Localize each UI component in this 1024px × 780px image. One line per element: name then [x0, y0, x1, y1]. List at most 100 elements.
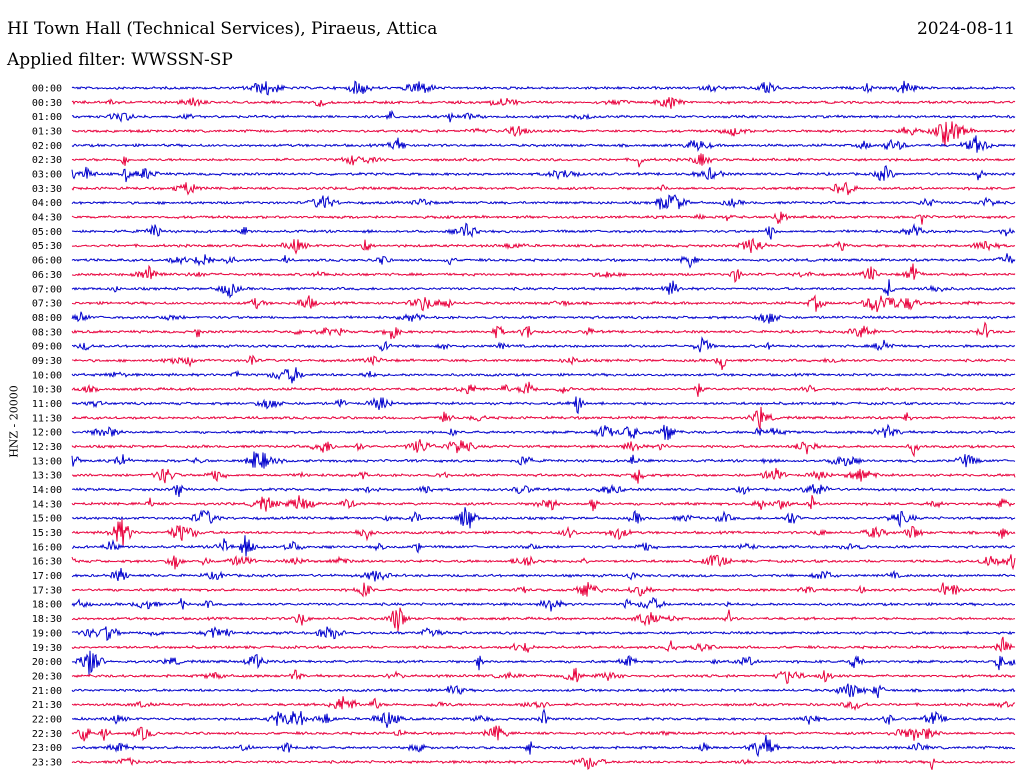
seismic-trace	[71, 696, 1016, 712]
seismic-trace	[71, 507, 1016, 529]
seismic-trace	[71, 237, 1016, 255]
seismic-trace	[71, 439, 1016, 458]
row-time-label: 11:30	[32, 413, 62, 424]
seismic-trace	[71, 279, 1016, 299]
row-time-label: 08:00	[32, 313, 62, 324]
seismic-trace	[71, 423, 1016, 441]
row-time-label: 02:00	[32, 141, 62, 152]
seismic-trace	[71, 211, 1016, 225]
seismic-trace	[71, 311, 1016, 324]
row-time-label: 16:00	[32, 542, 62, 553]
seismic-trace	[71, 153, 1016, 168]
row-time-label: 01:00	[32, 112, 62, 123]
row-time-label: 20:00	[32, 657, 62, 668]
row-time-label: 22:30	[32, 729, 62, 740]
row-time-label: 17:30	[32, 585, 62, 596]
station-title: HI Town Hall (Technical Services), Pirae…	[7, 19, 438, 39]
seismic-trace	[71, 263, 1016, 284]
row-time-label: 08:30	[32, 327, 62, 338]
row-time-label: 05:00	[32, 227, 62, 238]
seismic-trace	[71, 222, 1016, 240]
row-time-label: 01:30	[32, 127, 62, 138]
seismic-trace	[71, 165, 1016, 183]
seismic-trace	[71, 80, 1016, 96]
row-time-label: 12:00	[32, 428, 62, 439]
row-time-label: 13:00	[32, 456, 62, 467]
seismic-trace	[71, 406, 1016, 430]
seismic-trace	[71, 626, 1016, 641]
seismic-trace	[71, 683, 1016, 699]
seismic-trace	[71, 467, 1016, 484]
seismic-trace	[71, 495, 1016, 512]
row-time-label: 07:00	[32, 284, 62, 295]
seismic-trace	[71, 756, 1016, 770]
row-time-label: 13:30	[32, 471, 62, 482]
seismic-trace	[71, 650, 1016, 675]
row-time-label: 07:30	[32, 299, 62, 310]
seismic-trace	[71, 109, 1016, 123]
row-time-label: 22:00	[32, 714, 62, 725]
row-time-label: 20:30	[32, 671, 62, 682]
seismic-trace	[71, 451, 1016, 469]
seismic-trace	[71, 519, 1016, 548]
row-time-label: 06:00	[32, 256, 62, 267]
row-time-label: 16:30	[32, 557, 62, 568]
row-time-label: 15:30	[32, 528, 62, 539]
seismic-trace	[71, 253, 1016, 269]
row-time-label: 23:30	[32, 757, 62, 768]
row-time-label: 10:30	[32, 385, 62, 396]
seismic-trace	[71, 708, 1016, 728]
seismic-trace	[71, 181, 1016, 196]
seismic-trace	[71, 396, 1016, 415]
row-time-label: 18:30	[32, 614, 62, 625]
seismic-trace	[71, 336, 1016, 353]
seismic-trace	[71, 735, 1016, 758]
seismic-trace	[71, 97, 1016, 109]
row-time-label: 09:30	[32, 356, 62, 367]
row-time-label: 15:00	[32, 514, 62, 525]
row-time-label: 00:30	[32, 98, 62, 109]
row-time-label: 00:00	[32, 84, 62, 95]
row-time-label: 09:00	[32, 342, 62, 353]
row-time-label: 03:00	[32, 170, 62, 181]
row-time-label: 14:30	[32, 499, 62, 510]
row-time-label: 18:00	[32, 600, 62, 611]
seismic-trace	[71, 554, 1016, 571]
seismic-trace	[71, 194, 1016, 210]
seismic-trace	[71, 294, 1016, 313]
row-time-label: 23:00	[32, 743, 62, 754]
row-time-label: 10:00	[32, 370, 62, 381]
seismic-trace	[71, 567, 1016, 582]
filter-label: Applied filter: WWSSN-SP	[7, 50, 233, 70]
seismic-trace	[71, 367, 1016, 384]
seismic-trace	[71, 597, 1015, 612]
row-time-label: 11:00	[32, 399, 62, 410]
seismic-trace	[71, 636, 1016, 653]
seismic-trace	[71, 607, 1016, 632]
seismic-trace	[71, 121, 1016, 147]
row-time-label: 04:30	[32, 213, 62, 224]
row-time-label: 02:30	[32, 155, 62, 166]
seismic-trace	[71, 321, 1016, 340]
seismic-trace	[71, 354, 1016, 371]
row-time-label: 05:30	[32, 241, 62, 252]
row-time-label: 14:00	[32, 485, 62, 496]
seismic-trace	[71, 483, 1016, 497]
row-time-label: 17:00	[32, 571, 62, 582]
seismic-trace	[71, 667, 1016, 685]
seismic-trace	[71, 135, 1016, 153]
seismic-trace	[71, 381, 1016, 397]
date-label: 2024-08-11	[916, 19, 1015, 39]
row-time-label: 12:30	[32, 442, 62, 453]
row-time-label: 04:00	[32, 198, 62, 209]
row-time-label: 03:30	[32, 184, 62, 195]
row-time-label: 21:00	[32, 686, 62, 697]
seismic-trace	[71, 725, 1016, 742]
row-time-label: 21:30	[32, 700, 62, 711]
row-time-label: 19:00	[32, 628, 62, 639]
seismic-trace	[71, 582, 1016, 598]
row-time-label: 06:30	[32, 270, 62, 281]
seismic-trace	[71, 535, 1016, 557]
row-time-label: 19:30	[32, 643, 62, 654]
